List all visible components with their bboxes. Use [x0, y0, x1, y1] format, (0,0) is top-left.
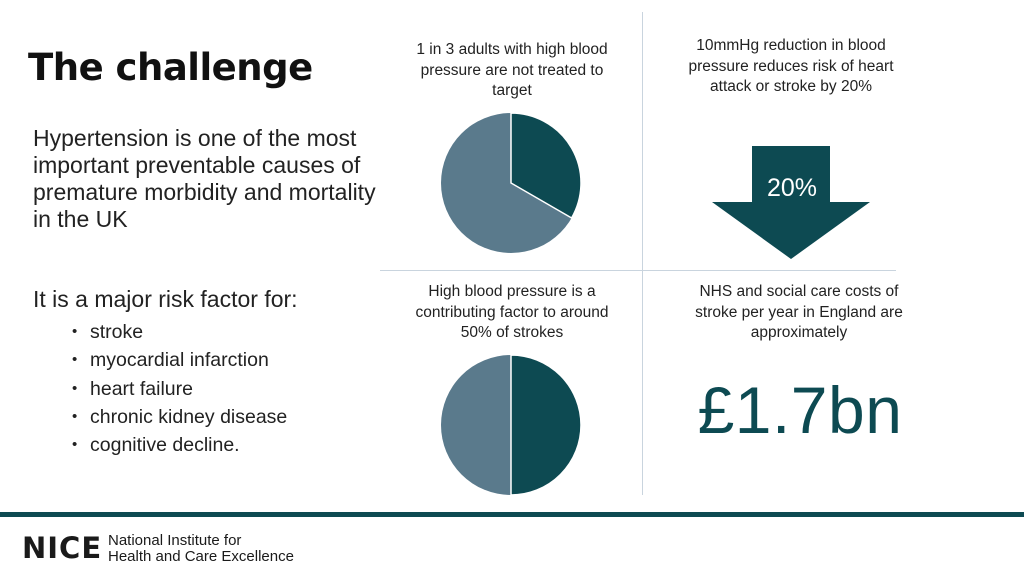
- down-arrow-icon: [712, 146, 870, 259]
- untreated-pie-slice-highlight: [510, 112, 582, 220]
- org-name: National Institute for Health and Care E…: [108, 533, 294, 564]
- risk-factor-item: cognitive decline.: [72, 431, 287, 460]
- stroke-pie-slice-highlight: [510, 354, 582, 496]
- horizontal-divider: [380, 270, 896, 271]
- risk-factor-item: stroke: [72, 318, 287, 347]
- org-name-line2: Health and Care Excellence: [108, 547, 294, 565]
- footer-bar: [0, 512, 1024, 517]
- stat-stroke-factor: High blood pressure is a contributing fa…: [415, 283, 609, 341]
- vertical-divider: [642, 12, 643, 495]
- risk-factor-item: chronic kidney disease: [72, 403, 287, 432]
- stat-nhs-costs: NHS and social care costs of stroke per …: [695, 283, 903, 341]
- arrow-percentage-label: 20%: [766, 174, 818, 202]
- risk-factor-list: stroke myocardial infarction heart failu…: [72, 318, 287, 460]
- stroke-pie-chart: [441, 354, 582, 496]
- stat-adults-untreated: 1 in 3 adults with high blood pressure a…: [416, 41, 608, 99]
- org-name-line1: National Institute for: [108, 532, 242, 549]
- nice-logo: NICE: [22, 531, 103, 565]
- intro-text: Hypertension is one of the most importan…: [33, 125, 376, 232]
- risk-factor-item: myocardial infarction: [72, 346, 287, 375]
- cost-value: £1.7bn: [697, 373, 903, 447]
- risk-factor-item: heart failure: [72, 375, 287, 404]
- risk-heading: It is a major risk factor for:: [33, 286, 298, 312]
- stat-bp-reduction: 10mmHg reduction in blood pressure reduc…: [688, 37, 894, 95]
- untreated-pie-chart: [441, 112, 582, 253]
- page-title: The challenge: [28, 46, 313, 89]
